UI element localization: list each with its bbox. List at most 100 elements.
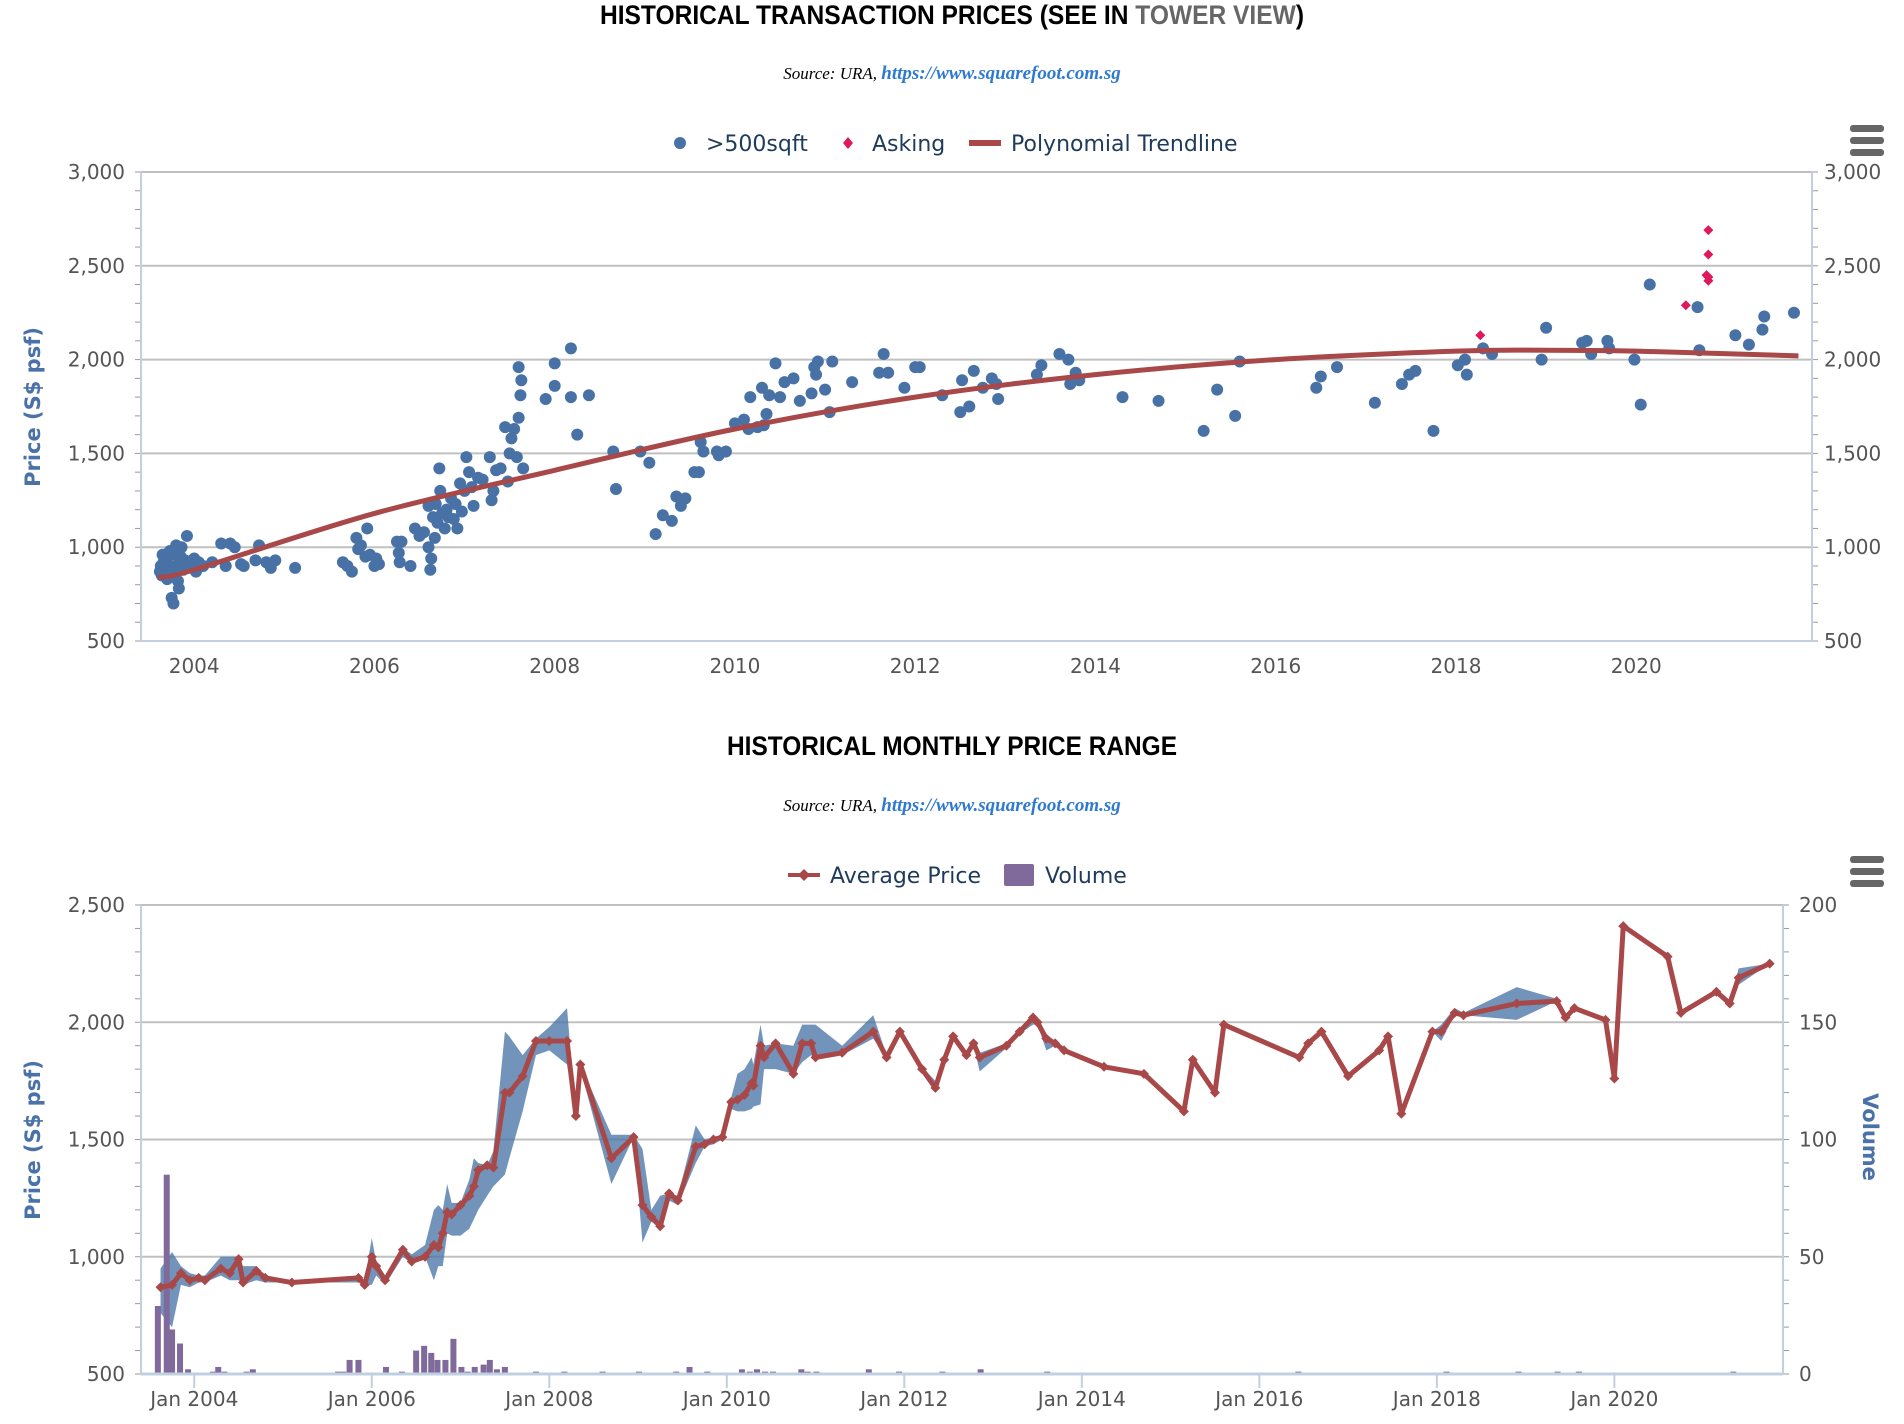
volume-bar [169, 1329, 176, 1374]
data-point-500sqft [1691, 301, 1704, 314]
data-point-500sqft [760, 408, 773, 421]
average-price-marker [637, 1200, 648, 1211]
x-tick-label: 2020 [1611, 654, 1662, 678]
data-point-500sqft [1030, 368, 1043, 381]
average-price-marker [974, 1052, 985, 1063]
x-tick-label: Jan 2010 [681, 1387, 771, 1411]
data-point-500sqft [1535, 353, 1548, 366]
data-point-500sqft [433, 462, 446, 475]
average-price-marker [575, 1059, 586, 1070]
data-point-500sqft [1643, 278, 1656, 291]
average-price-marker [175, 1268, 186, 1279]
data-point-500sqft [755, 381, 768, 394]
average-price-marker [1569, 1003, 1580, 1014]
average-price-marker [1343, 1071, 1354, 1082]
chart1-y-axis-title: Price (S$ psf) [21, 327, 45, 487]
chart1-legend: >500sqft Asking Polynomial Trendline [674, 132, 1238, 157]
data-point-500sqft [345, 565, 358, 578]
chart2-y2-axis-title: Volume [1858, 1093, 1882, 1181]
data-point-500sqft [269, 554, 282, 567]
legend-item-asking[interactable]: Asking [843, 132, 945, 157]
volume-bar [434, 1359, 441, 1374]
x-tick-label: Jan 2004 [148, 1387, 238, 1411]
chart2-source: Source: URA, https://www.squarefoot.com.… [783, 795, 1121, 816]
average-price-marker [504, 1087, 515, 1098]
data-point-500sqft [1628, 353, 1641, 366]
average-price-marker [1427, 1026, 1438, 1037]
volume-bar [686, 1366, 693, 1374]
data-point-500sqft [1634, 398, 1647, 411]
data-point-500sqft [1331, 361, 1344, 374]
data-point-500sqft [564, 391, 577, 404]
data-point-asking [1475, 330, 1486, 341]
source-link[interactable]: https://www.squarefoot.com.sg [881, 795, 1120, 816]
polynomial-trendline [157, 347, 1799, 580]
average-price-marker [380, 1275, 391, 1286]
legend-item-500sqft[interactable]: >500sqft [674, 132, 808, 157]
average-price-marker [1711, 986, 1722, 997]
data-point-500sqft [483, 451, 496, 464]
chart1-source: Source: URA, https://www.squarefoot.com.… [783, 63, 1121, 84]
volume-bar [798, 1369, 805, 1374]
data-point-500sqft [1459, 353, 1472, 366]
data-point-500sqft [425, 552, 438, 565]
tower-view-link[interactable]: TOWER VIEW [1135, 0, 1296, 30]
data-point-500sqft [826, 355, 839, 368]
data-point-500sqft [793, 394, 806, 407]
data-point-500sqft [670, 490, 683, 503]
legend-item-volume[interactable]: Volume [1004, 864, 1127, 889]
y-right-tick-label: 2,500 [1824, 254, 1881, 278]
legend-item-trendline[interactable]: Polynomial Trendline [969, 132, 1238, 157]
chart2-plot: 500 1,000 1,500 2,000 2,500 0 50 100 150 200 Jan 2… [68, 893, 1837, 1411]
legend-diamond-icon [843, 137, 853, 149]
data-point-500sqft [649, 528, 662, 541]
average-price-marker [739, 1089, 750, 1100]
average-price-marker [948, 1031, 959, 1042]
data-point-500sqft [514, 389, 527, 402]
average-price-marker [1675, 1007, 1686, 1018]
average-price-marker [1187, 1054, 1198, 1065]
x-tick-label: 2010 [709, 654, 760, 678]
data-point-500sqft [460, 451, 473, 464]
chart2-menu-icon[interactable] [1850, 856, 1884, 887]
data-point-500sqft [805, 387, 818, 400]
legend-item-average-price[interactable]: Average Price [788, 864, 981, 889]
x-tick-label: 2018 [1431, 654, 1482, 678]
average-price-marker [894, 1026, 905, 1037]
average-price-marker [215, 1263, 226, 1274]
source-link[interactable]: https://www.squarefoot.com.sg [881, 63, 1120, 84]
average-price-marker [930, 1082, 941, 1093]
average-price-marker [770, 1038, 781, 1049]
average-price-marker [199, 1275, 210, 1286]
data-point-500sqft [237, 559, 250, 572]
average-price-marker [1050, 1038, 1061, 1049]
average-price-marker [260, 1272, 271, 1283]
average-price-marker [917, 1064, 928, 1075]
data-point-500sqft [1197, 424, 1210, 437]
data-point-500sqft [1368, 396, 1381, 409]
x-tick-label: 2014 [1070, 654, 1121, 678]
data-point-500sqft [510, 451, 523, 464]
y-tick-label: 3,000 [68, 160, 125, 184]
data-point-500sqft [467, 499, 480, 512]
price-range-band [160, 926, 1770, 1328]
average-price-marker [406, 1256, 417, 1267]
data-point-500sqft [913, 361, 926, 374]
average-price-marker [755, 1040, 766, 1051]
data-point-500sqft [395, 535, 408, 548]
average-price-marker [1618, 921, 1629, 932]
data-point-500sqft [1758, 310, 1771, 323]
average-price-marker [717, 1132, 728, 1143]
average-price-marker [251, 1265, 262, 1276]
legend-diamond-icon [798, 869, 810, 881]
chart2-y-axis-title: Price (S$ psf) [21, 1060, 45, 1220]
average-price-marker [446, 1209, 457, 1220]
average-price-marker [371, 1261, 382, 1272]
average-price-marker [488, 1162, 499, 1173]
y-tick-label: 2,000 [68, 348, 125, 372]
data-point-500sqft [508, 423, 521, 436]
volume-bar [355, 1359, 362, 1374]
chart1-menu-icon[interactable] [1850, 125, 1884, 156]
average-price-marker [646, 1211, 657, 1222]
data-point-500sqft [774, 391, 787, 404]
